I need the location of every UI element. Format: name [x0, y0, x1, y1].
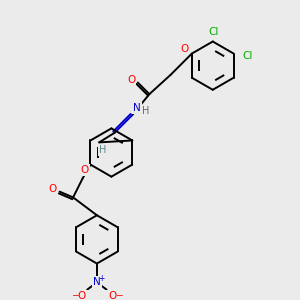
Text: O: O	[77, 291, 86, 300]
Text: O: O	[127, 75, 135, 85]
Text: +: +	[98, 274, 105, 284]
Text: N: N	[133, 103, 141, 112]
Text: Cl: Cl	[242, 50, 252, 61]
Text: O: O	[108, 291, 116, 300]
Text: −: −	[71, 290, 79, 299]
Text: N: N	[93, 277, 101, 287]
Text: O: O	[180, 44, 188, 54]
Text: O: O	[49, 184, 57, 194]
Text: −: −	[116, 290, 123, 299]
Text: H: H	[99, 145, 107, 155]
Text: O: O	[81, 165, 89, 176]
Text: H: H	[142, 106, 149, 116]
Text: Cl: Cl	[208, 27, 219, 37]
